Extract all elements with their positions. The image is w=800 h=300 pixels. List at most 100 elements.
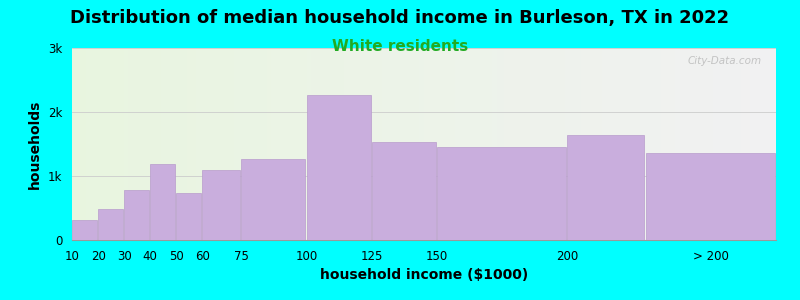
Bar xyxy=(258,48,260,240)
Bar xyxy=(623,48,626,240)
Bar xyxy=(234,48,236,240)
Bar xyxy=(663,48,666,240)
Bar xyxy=(598,48,600,240)
Bar xyxy=(306,48,309,240)
Bar xyxy=(346,48,349,240)
Bar xyxy=(145,48,147,240)
Bar xyxy=(424,48,426,240)
Bar xyxy=(612,48,614,240)
Bar xyxy=(266,48,269,240)
Bar xyxy=(720,48,722,240)
Bar xyxy=(567,48,570,240)
Bar xyxy=(337,48,339,240)
Bar xyxy=(570,48,572,240)
Bar xyxy=(650,48,652,240)
Bar xyxy=(436,48,438,240)
Bar xyxy=(84,48,86,240)
Text: White residents: White residents xyxy=(332,39,468,54)
Bar xyxy=(366,48,368,240)
Bar xyxy=(434,48,436,240)
Bar xyxy=(300,48,302,240)
Bar xyxy=(567,135,644,240)
Bar xyxy=(654,48,656,240)
Bar xyxy=(617,48,618,240)
Bar xyxy=(426,48,429,240)
Bar xyxy=(471,48,474,240)
Bar xyxy=(610,48,612,240)
Bar xyxy=(602,48,605,240)
Bar xyxy=(122,48,124,240)
Bar xyxy=(442,48,445,240)
Bar xyxy=(490,48,492,240)
Bar xyxy=(262,48,265,240)
Bar xyxy=(110,48,112,240)
Bar xyxy=(734,48,736,240)
Bar xyxy=(208,48,210,240)
Bar xyxy=(354,48,356,240)
Bar xyxy=(412,48,414,240)
Bar xyxy=(588,48,590,240)
Bar xyxy=(333,48,335,240)
Bar xyxy=(86,48,89,240)
Bar xyxy=(694,48,696,240)
Bar xyxy=(274,48,276,240)
Bar xyxy=(718,48,720,240)
Bar xyxy=(635,48,638,240)
Bar xyxy=(525,48,527,240)
Bar xyxy=(642,48,645,240)
Bar xyxy=(304,48,306,240)
Bar xyxy=(175,48,178,240)
Bar xyxy=(222,48,225,240)
Bar xyxy=(309,48,311,240)
Bar xyxy=(326,48,328,240)
Bar xyxy=(318,48,321,240)
Bar xyxy=(743,48,746,240)
Bar xyxy=(638,48,640,240)
Bar xyxy=(72,48,74,240)
Bar xyxy=(560,48,562,240)
Bar xyxy=(419,48,422,240)
Bar xyxy=(215,48,218,240)
Bar xyxy=(762,48,764,240)
Bar xyxy=(401,48,403,240)
Bar xyxy=(93,48,95,240)
Bar xyxy=(469,48,471,240)
Bar xyxy=(384,48,386,240)
Bar xyxy=(445,48,447,240)
Bar xyxy=(555,48,558,240)
Bar xyxy=(482,48,485,240)
Bar xyxy=(168,48,170,240)
Bar xyxy=(438,48,441,240)
Bar xyxy=(593,48,595,240)
Bar xyxy=(370,48,372,240)
Bar xyxy=(759,48,762,240)
Bar xyxy=(311,48,314,240)
Y-axis label: households: households xyxy=(28,99,42,189)
Bar xyxy=(178,48,180,240)
Bar xyxy=(126,48,128,240)
Bar xyxy=(579,48,582,240)
Bar xyxy=(107,48,110,240)
Bar xyxy=(658,48,661,240)
Bar xyxy=(140,48,142,240)
Bar xyxy=(527,48,530,240)
Bar xyxy=(703,48,706,240)
Bar xyxy=(206,48,208,240)
Bar xyxy=(180,48,182,240)
Bar xyxy=(98,48,100,240)
Bar xyxy=(680,48,682,240)
Bar xyxy=(100,48,102,240)
Bar xyxy=(414,48,417,240)
Bar xyxy=(464,48,466,240)
Bar xyxy=(117,48,119,240)
Bar xyxy=(731,48,734,240)
Bar xyxy=(522,48,525,240)
Bar xyxy=(213,48,215,240)
Bar xyxy=(227,48,230,240)
Bar xyxy=(231,48,234,240)
Bar xyxy=(746,48,748,240)
Bar xyxy=(236,48,238,240)
Bar xyxy=(255,48,258,240)
Bar xyxy=(163,48,166,240)
Bar xyxy=(741,48,743,240)
